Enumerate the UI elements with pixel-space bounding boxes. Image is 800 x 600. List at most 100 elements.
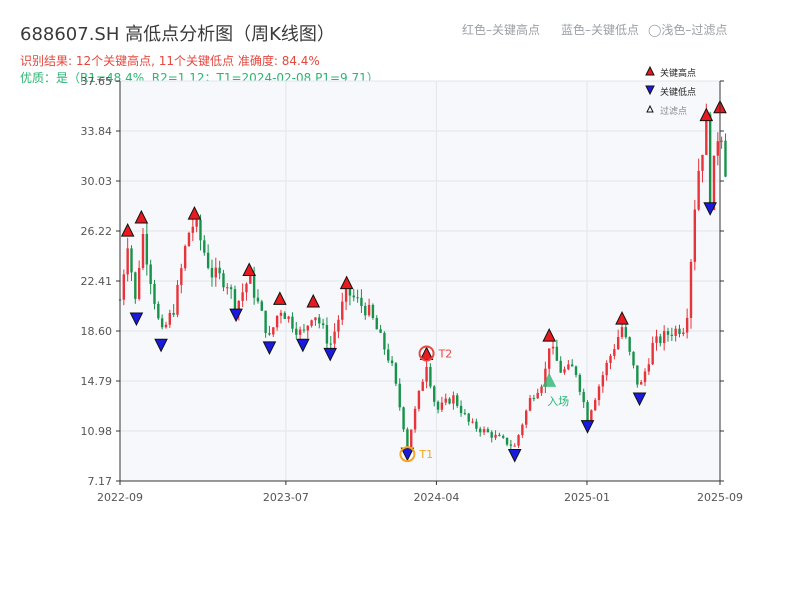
candle-body bbox=[609, 355, 612, 363]
key-high-marker bbox=[615, 310, 629, 325]
candle-body bbox=[452, 395, 455, 404]
candle-body bbox=[651, 342, 654, 365]
y-tick-label: 37.65 bbox=[81, 75, 113, 88]
candle-body bbox=[130, 248, 133, 273]
candle-body bbox=[367, 304, 371, 316]
t1-circle bbox=[399, 446, 416, 463]
key-high-marker bbox=[134, 209, 149, 224]
key-high-marker bbox=[699, 107, 714, 122]
candle-body bbox=[256, 297, 260, 302]
key-low-marker bbox=[296, 338, 310, 353]
candle-body bbox=[348, 285, 352, 296]
candle-body bbox=[689, 261, 693, 318]
candle-body bbox=[214, 267, 218, 278]
candle-body bbox=[279, 312, 283, 316]
candle-body bbox=[498, 434, 501, 436]
candle-body bbox=[662, 331, 666, 344]
key-low-marker bbox=[323, 347, 338, 362]
candle-body bbox=[183, 246, 187, 269]
candle-body bbox=[122, 274, 126, 300]
pivot-markers bbox=[120, 99, 727, 463]
candle-body bbox=[344, 285, 348, 302]
candle-body bbox=[471, 421, 474, 423]
candle-body bbox=[222, 273, 225, 288]
candle-body bbox=[616, 337, 620, 350]
entry-marker bbox=[542, 372, 557, 387]
t1-label: T1 bbox=[418, 448, 433, 461]
candle-body bbox=[708, 114, 712, 210]
candle-body bbox=[206, 252, 210, 268]
candle-body bbox=[482, 429, 486, 433]
candle-body bbox=[199, 219, 202, 241]
candle-body bbox=[459, 405, 463, 414]
key-high-marker bbox=[120, 223, 135, 237]
candle-body bbox=[245, 283, 248, 293]
candle-body bbox=[490, 432, 493, 438]
y-tick-label: 22.41 bbox=[81, 275, 113, 288]
candle-body bbox=[544, 368, 547, 387]
x-tick-label: 2025-01 bbox=[564, 491, 610, 504]
candle-body bbox=[494, 434, 497, 438]
candle-body bbox=[176, 284, 179, 315]
candle-body bbox=[325, 325, 329, 344]
inner-legend-label: 过滤点 bbox=[660, 105, 687, 117]
candle-body bbox=[643, 371, 647, 383]
candle-body bbox=[505, 437, 509, 445]
key-high-marker bbox=[187, 205, 202, 220]
candle-body bbox=[433, 386, 436, 402]
candle-body bbox=[525, 410, 528, 425]
candle-body bbox=[578, 374, 582, 392]
key-low-marker bbox=[507, 448, 522, 463]
candle-body bbox=[321, 323, 325, 326]
candle-body bbox=[701, 154, 704, 171]
candle-body bbox=[229, 287, 233, 290]
candle-body bbox=[268, 333, 271, 335]
candle-body bbox=[670, 334, 674, 336]
candle-body bbox=[674, 328, 677, 336]
candle-body bbox=[264, 310, 267, 334]
candle-body bbox=[180, 268, 183, 285]
key-low-marker bbox=[129, 312, 144, 327]
candle-body bbox=[310, 320, 313, 326]
candle-body bbox=[302, 329, 306, 331]
candle-body bbox=[191, 226, 195, 233]
key-low-marker bbox=[262, 341, 277, 355]
inner-legend-label: 关键高点 bbox=[660, 67, 696, 79]
candle-body bbox=[318, 317, 321, 324]
candle-body bbox=[551, 346, 555, 349]
candle-body bbox=[590, 410, 593, 422]
candle-body bbox=[218, 267, 221, 274]
candle-body bbox=[360, 297, 363, 306]
legend-filtered: ◯浅色–过滤点 bbox=[648, 23, 728, 37]
candle-body bbox=[475, 421, 478, 429]
candle-body bbox=[448, 398, 451, 404]
candle-body bbox=[724, 140, 727, 177]
candle-body bbox=[647, 364, 651, 372]
candle-body bbox=[387, 349, 390, 361]
candle-body bbox=[160, 318, 164, 328]
candle-body bbox=[394, 363, 398, 384]
candle-body bbox=[157, 303, 160, 319]
candle-body bbox=[639, 382, 643, 385]
candle-body bbox=[398, 383, 401, 408]
candle-body bbox=[260, 301, 263, 311]
candles bbox=[118, 103, 727, 450]
legend-filtered-icon bbox=[646, 104, 654, 113]
x-tick-label: 2022-09 bbox=[97, 491, 143, 504]
annotations: T1 T2 入场 bbox=[399, 345, 569, 463]
candle-body bbox=[421, 381, 424, 391]
candle-body bbox=[467, 413, 470, 422]
candle-body bbox=[636, 365, 639, 385]
legend-key-high: 红色–关键高点 bbox=[462, 23, 541, 37]
y-tick-label: 10.98 bbox=[81, 425, 113, 438]
candle-body bbox=[329, 343, 332, 345]
candle-body bbox=[624, 327, 628, 338]
candle-body bbox=[134, 272, 137, 299]
candle-body bbox=[440, 402, 444, 410]
key-low-marker bbox=[703, 202, 717, 216]
candle-body bbox=[463, 413, 467, 415]
candle-body bbox=[283, 312, 286, 319]
candle-body bbox=[479, 428, 482, 433]
candle-body bbox=[536, 392, 539, 399]
